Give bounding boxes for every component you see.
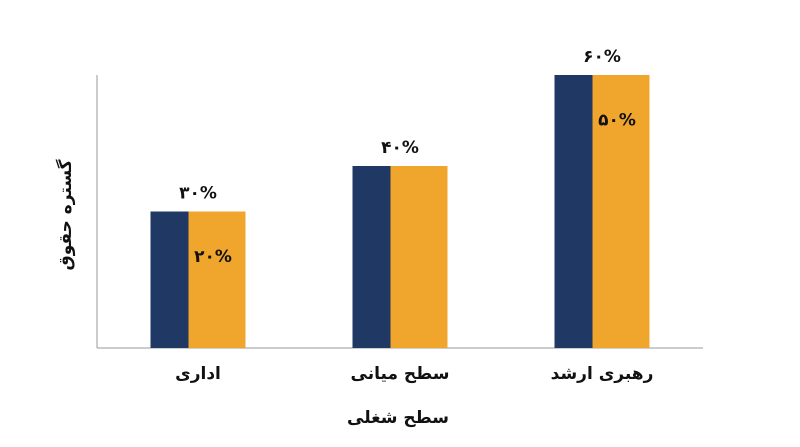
bar (188, 211, 246, 348)
value-label: ۳۰% (179, 184, 217, 204)
inner-value-label: ۲۰% (194, 247, 232, 267)
bar (150, 211, 189, 348)
x-tick-label: رهبری ارشد (551, 364, 654, 384)
value-label: ۴۰% (381, 138, 419, 158)
bar (554, 75, 593, 348)
value-label: ۶۰% (583, 47, 621, 67)
inner-value-label: ۵۰% (598, 111, 636, 131)
x-tick-label: سطح میانی (351, 364, 450, 384)
bar (352, 166, 391, 348)
x-tick-label: اداری (175, 364, 221, 384)
bar (390, 166, 448, 348)
bar (592, 75, 650, 348)
y-axis-title: گستره حقوق (55, 159, 76, 270)
x-axis-title: سطح شغلی (347, 408, 449, 428)
